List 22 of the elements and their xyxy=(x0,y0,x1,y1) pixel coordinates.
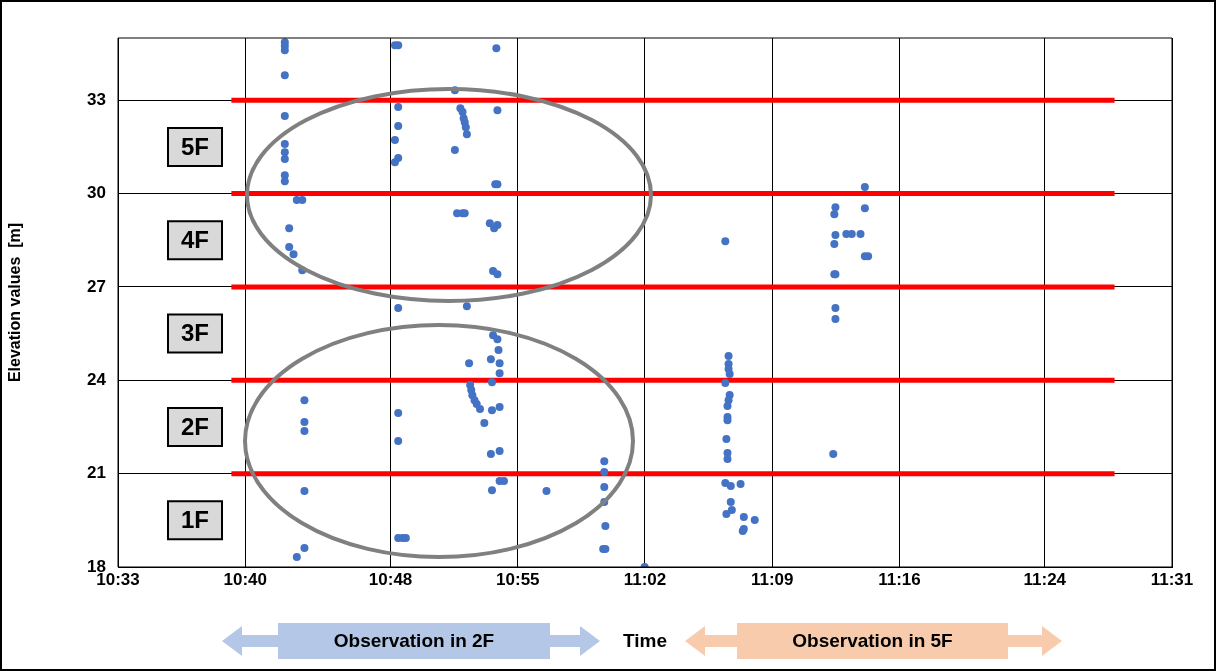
y-tick-label: 24 xyxy=(87,369,107,389)
x-tick-label: 11:16 xyxy=(878,569,921,589)
y-tick-label: 30 xyxy=(87,183,106,203)
x-tick-label: 11:09 xyxy=(750,569,794,589)
x-axis-title: Time xyxy=(622,630,668,652)
x-tick-label: 11:31 xyxy=(1150,569,1194,589)
annotation: 2F xyxy=(180,412,210,440)
annotation: 5F xyxy=(180,132,210,160)
annotation: 3F xyxy=(180,319,210,347)
y-tick-label: 33 xyxy=(87,89,106,109)
x-tick-label: 10:40 xyxy=(223,569,267,589)
y-tick-label: 21 xyxy=(87,463,106,483)
annotation: 4F xyxy=(180,225,210,253)
y-tick-label: 27 xyxy=(87,276,106,296)
text: Observation in 2F xyxy=(278,623,550,659)
x-tick-label: 10:48 xyxy=(368,569,413,589)
y-axis-title: Elevation values [m] xyxy=(6,222,24,383)
text: Observation in 5F xyxy=(737,623,1008,659)
x-tick-label: 10:55 xyxy=(496,569,540,589)
annotation: 1F xyxy=(180,505,210,533)
x-tick-label: 11:02 xyxy=(623,569,667,589)
x-tick-label: 11:24 xyxy=(1023,569,1067,589)
